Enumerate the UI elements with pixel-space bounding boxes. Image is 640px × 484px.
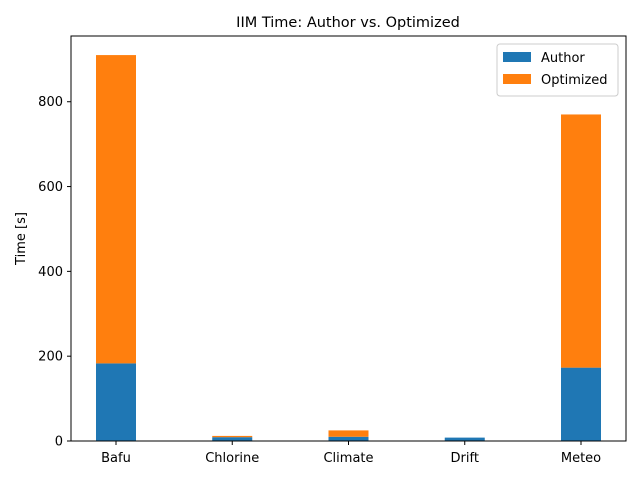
- x-tick-label: Chlorine: [205, 451, 259, 466]
- plot-area: Bafu Chlorine Climate Drift Meteo 0 200 400 600…: [38, 35, 627, 466]
- y-tick-label: 400: [38, 265, 63, 280]
- y-tick-label: 0: [55, 435, 63, 450]
- x-tick-label: Drift: [451, 451, 479, 466]
- y-tick-label: 200: [38, 350, 63, 365]
- bar-author-drift: [444, 437, 485, 441]
- legend-label-author: Author: [541, 51, 585, 66]
- x-axis: Bafu Chlorine Climate Drift Meteo: [101, 441, 601, 466]
- legend-swatch-author: [503, 52, 531, 62]
- y-tick-label: 600: [38, 180, 63, 195]
- bar-author-chlorine: [212, 437, 253, 441]
- x-tick-label: Climate: [323, 451, 373, 466]
- legend-label-optimized: Optimized: [541, 73, 608, 88]
- bars-group: [96, 55, 601, 441]
- y-axis: 0 200 400 600 800: [38, 95, 71, 450]
- bar-author-climate: [328, 436, 369, 441]
- legend: Author Optimized: [496, 43, 619, 97]
- y-axis-label: Time [s]: [14, 212, 29, 266]
- bar-author-bafu: [96, 363, 136, 441]
- x-tick-label: Meteo: [561, 451, 601, 466]
- bar-optimized-climate: [328, 430, 369, 437]
- y-tick-label: 800: [38, 95, 63, 110]
- bar-optimized-meteo: [561, 114, 601, 368]
- chart-title: IIM Time: Author vs. Optimized: [236, 15, 460, 31]
- bar-optimized-bafu: [96, 55, 136, 364]
- bar-optimized-chlorine: [212, 435, 253, 438]
- bar-author-meteo: [561, 367, 601, 441]
- x-tick-label: Bafu: [101, 451, 131, 466]
- legend-swatch-optimized: [503, 74, 531, 84]
